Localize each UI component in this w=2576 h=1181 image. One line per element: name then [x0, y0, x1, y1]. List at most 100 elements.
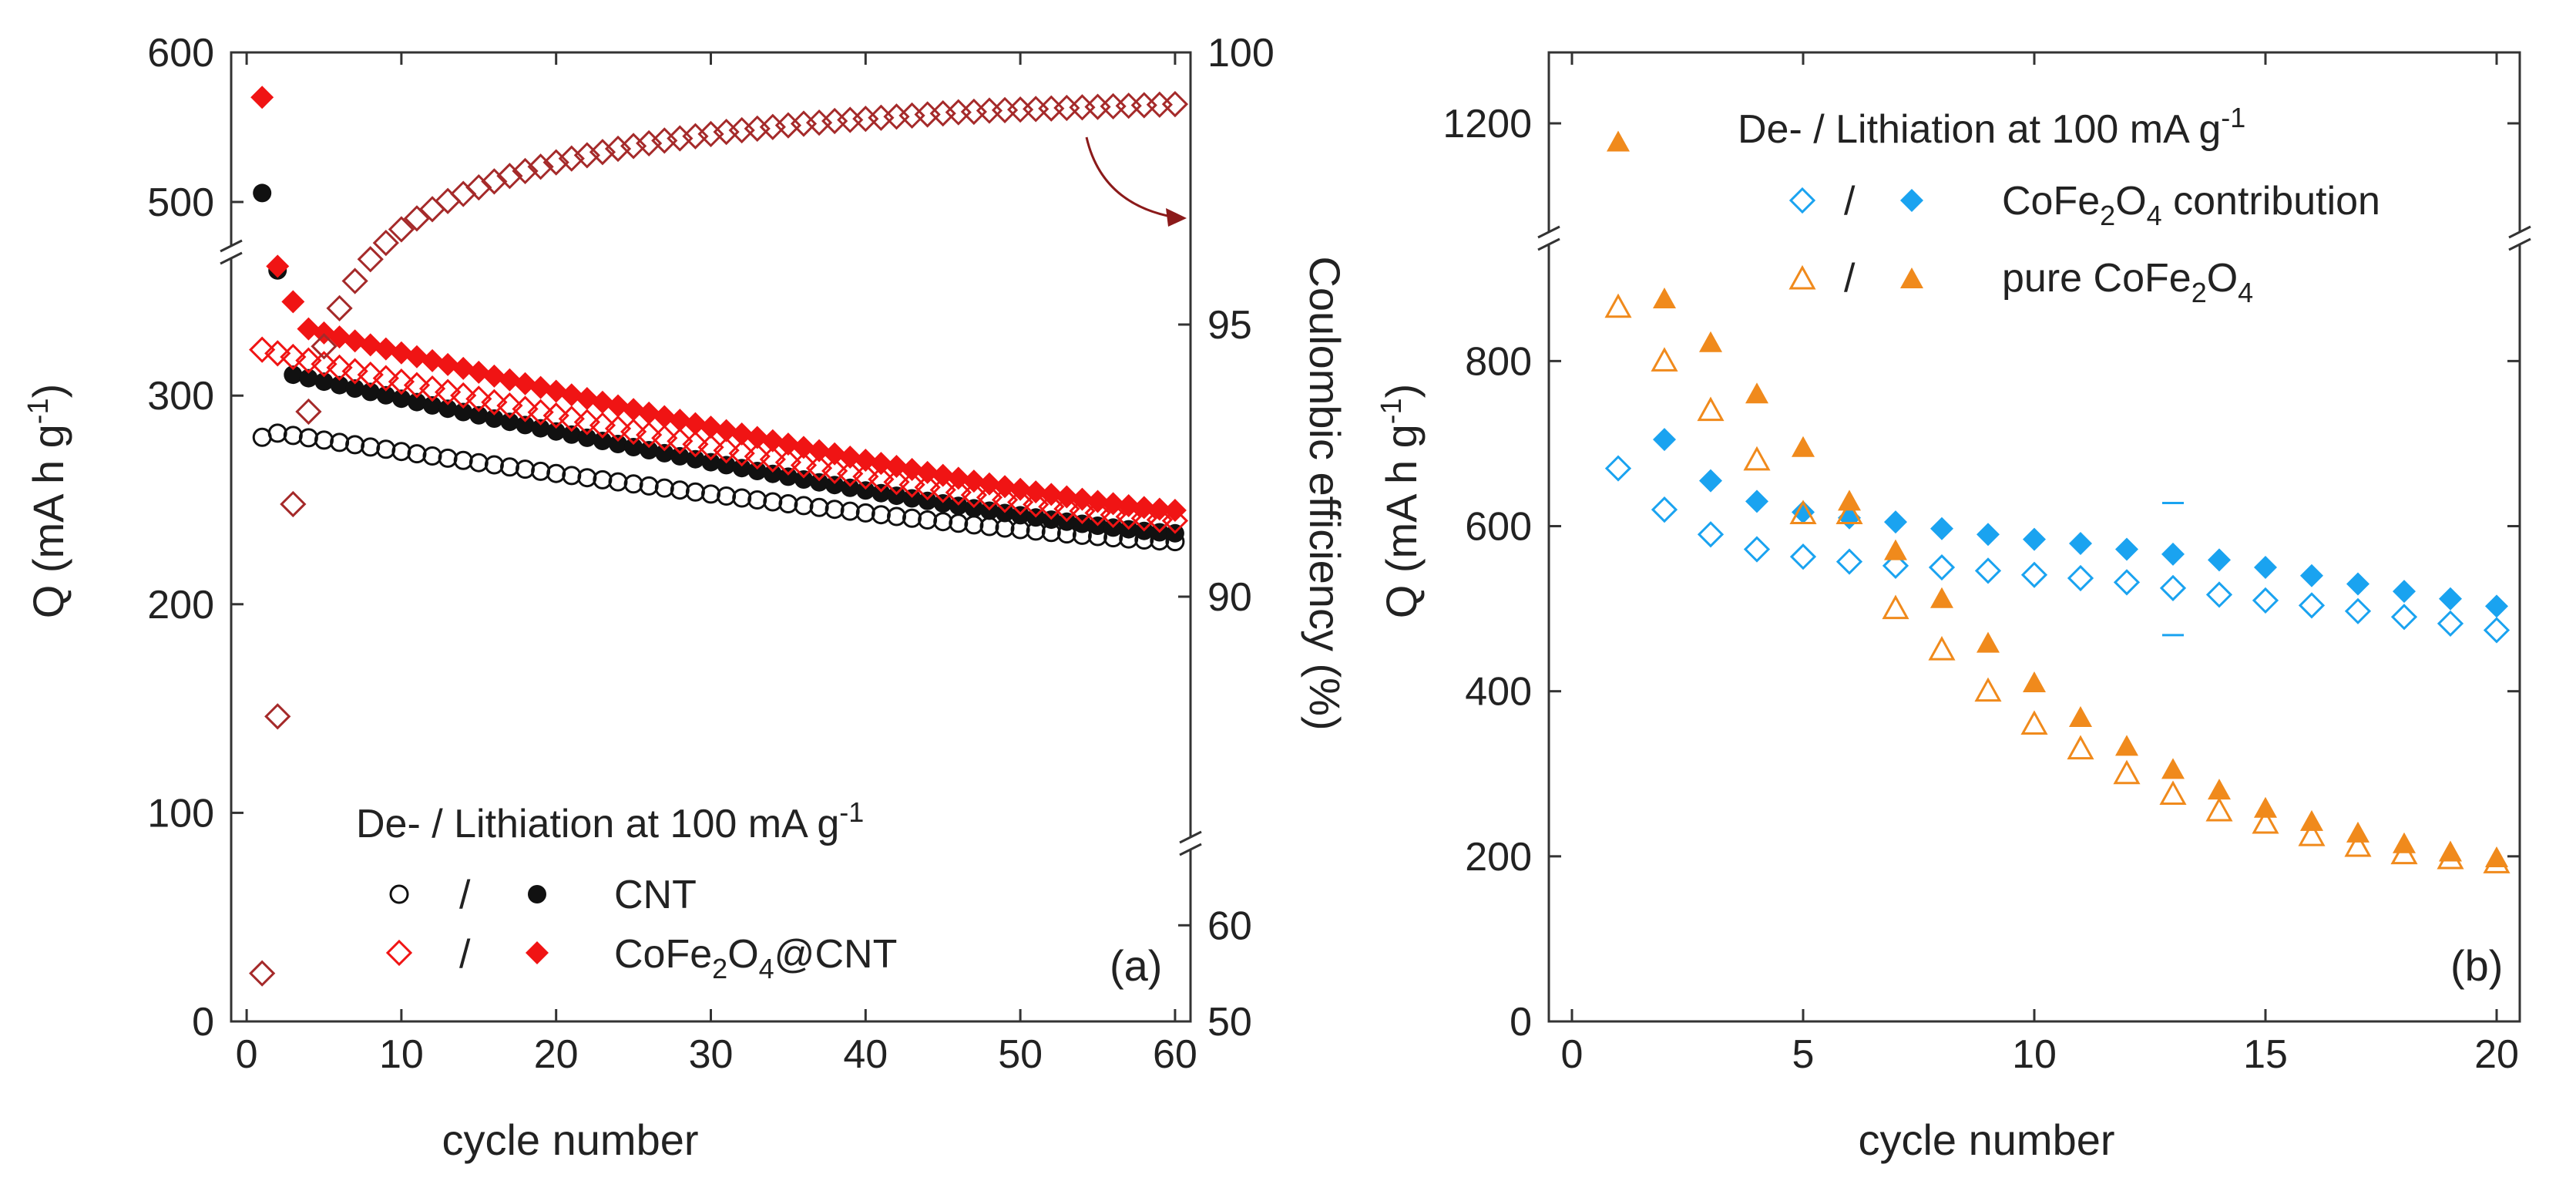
panel-a-point-cofe2o4-cnt-lithiation	[1009, 477, 1033, 501]
panel-a-point-cofe2o4-cnt-lithiation	[761, 429, 784, 453]
panel-b-point-pure-cofe2o4-lithiation	[1607, 130, 1630, 152]
panel-a-y-label-end: )	[24, 384, 72, 399]
panel-a-point-cofe2o4-cnt-delithiation	[326, 354, 353, 382]
panel-b-point-cofe2o4-contribution-delithiation	[2483, 617, 2511, 644]
panel-b-point-cofe2o4-contribution-delithiation	[1882, 552, 1909, 580]
panel-b-y-tick-label: 400	[1465, 670, 1532, 715]
panel-b-point-cofe2o4-contribution-delithiation	[2067, 564, 2094, 592]
panel-a-y-label: Q (mA h g-1)	[22, 384, 72, 619]
legend-cofe-filled-marker	[526, 941, 549, 964]
panel-a-point-cofe2o4-cnt-delithiation	[1069, 497, 1096, 524]
panel-a-point-cofe2o4-cnt-delithiation	[1023, 491, 1050, 518]
panel-b-point-cofe2o4-contribution-lithiation	[2115, 537, 2138, 561]
panel-a-point-coulombic-efficiency	[388, 216, 415, 243]
panel-b-point-cofe2o4-contribution-lithiation	[2069, 532, 2092, 556]
legend-contribution-open-marker	[1788, 187, 1816, 214]
panel-a-point-cofe2o4-cnt-delithiation	[929, 476, 956, 503]
panel-a-point-cofe2o4-cnt-lithiation	[482, 364, 506, 388]
panel-a-point-coulombic-efficiency	[496, 163, 523, 190]
panel-a-point-cnt-delithiation	[500, 457, 519, 477]
panel-a-point-cnt-lithiation	[872, 483, 891, 503]
panel-b-point-cofe2o4-contribution-lithiation	[1884, 510, 1907, 534]
panel-a-point-cofe2o4-cnt-lithiation	[1117, 493, 1140, 517]
panel-a-point-cofe2o4-cnt-lithiation	[885, 455, 908, 479]
panel-b-point-pure-cofe2o4-delithiation	[2159, 780, 2187, 806]
panel-a-point-cofe2o4-cnt-delithiation	[1100, 501, 1127, 529]
panel-b-point-pure-cofe2o4-lithiation	[1792, 436, 1815, 457]
panel-b-point-cofe2o4-contribution-delithiation	[1743, 536, 1771, 563]
panel-b-left-break-1	[1537, 225, 1560, 239]
panel-a-point-cofe2o4-cnt-lithiation	[745, 426, 769, 449]
panel-a-point-cnt-delithiation	[654, 478, 674, 498]
panel-a-point-coulombic-efficiency	[357, 246, 384, 273]
panel-b-point-cofe2o4-contribution-lithiation	[1745, 490, 1768, 513]
panel-a-y2-tick-label: 90	[1207, 575, 1252, 620]
panel-a-point-cofe2o4-cnt-lithiation	[513, 372, 537, 395]
panel-a-point-cofe2o4-cnt-lithiation	[281, 290, 305, 314]
panel-a-legend-title-sup: -1	[839, 796, 864, 828]
panel-a-y2-tick-label: 50	[1207, 1000, 1252, 1045]
panel-a-point-cnt-delithiation	[778, 494, 798, 513]
panel-a-right-break-1	[1179, 830, 1202, 844]
panel-b-y-label-end: )	[1377, 384, 1426, 399]
panel-a-point-cofe2o4-cnt-delithiation	[821, 457, 848, 485]
panel-a-point-cnt-delithiation	[855, 503, 875, 523]
panel-a-point-cofe2o4-cnt-lithiation	[266, 254, 290, 278]
legend-cofe-label-sub2: 4	[759, 953, 774, 984]
panel-b-point-pure-cofe2o4-lithiation	[2393, 832, 2416, 853]
panel-b-legend: De- / Lithiation at 100 mA g-1 / CoFe2O4…	[1738, 102, 2380, 308]
panel-b-point-cofe2o4-contribution-delithiation	[2437, 610, 2464, 637]
panel-b-point-cofe2o4-contribution-delithiation	[2205, 581, 2233, 608]
panel-b-x-tick-label: 0	[1561, 1032, 1584, 1077]
panel-a-point-cofe2o4-cnt-lithiation	[544, 379, 568, 403]
panel-a-point-cofe2o4-cnt-delithiation	[512, 395, 539, 422]
panel-b-point-cofe2o4-contribution-delithiation	[2390, 604, 2418, 631]
panel-b-point-pure-cofe2o4-lithiation	[1745, 382, 1768, 404]
legend-cofe-label-pre: CoFe	[614, 932, 712, 977]
panel-b-point-cofe2o4-contribution-lithiation	[2300, 564, 2323, 587]
panel-a-point-coulombic-efficiency	[1161, 90, 1189, 118]
panel-a-point-cnt-lithiation	[918, 491, 937, 510]
panel-a-point-cofe2o4-cnt-delithiation	[790, 452, 818, 479]
panel-b-point-cofe2o4-contribution-delithiation	[2344, 597, 2372, 624]
panel-b-point-cofe2o4-contribution-lithiation	[2208, 548, 2231, 572]
panel-a-point-cofe2o4-cnt-lithiation	[714, 419, 738, 442]
panel-a-point-cofe2o4-cnt-delithiation	[403, 372, 431, 399]
panel-a-y-label-main: Q (mA h g	[24, 424, 72, 618]
panel-a-point-cnt-lithiation	[376, 385, 395, 405]
panel-a-point-cnt-lithiation	[778, 467, 798, 486]
panel-a-point-cnt-lithiation	[902, 489, 922, 508]
panel-b-point-cofe2o4-contribution-delithiation	[1604, 455, 1632, 482]
legend-contribution-filled-marker	[1900, 189, 1923, 212]
panel-a-point-cnt-delithiation	[685, 482, 705, 502]
panel-a-point-cnt-lithiation	[438, 399, 458, 419]
panel-a-point-cnt-lithiation	[531, 419, 550, 438]
legend-contribution-slash: /	[1844, 179, 1856, 224]
panel-a-point-cnt-delithiation	[732, 488, 752, 508]
panel-a-point-cofe2o4-cnt-lithiation	[498, 368, 522, 392]
panel-a-point-coulombic-efficiency	[341, 267, 368, 294]
panel-a: 0 10 20 30 40 50 60010020030050060050609095100…	[22, 31, 1349, 1164]
panel-a-point-cofe2o4-cnt-delithiation	[1053, 495, 1080, 523]
panel-a-point-cofe2o4-cnt-lithiation	[1163, 499, 1187, 523]
panel-a-point-cnt-delithiation	[608, 472, 628, 492]
panel-b-point-pure-cofe2o4-lithiation	[2208, 779, 2231, 800]
panel-a-point-coulombic-efficiency	[527, 153, 554, 180]
panel-a-point-cofe2o4-cnt-lithiation	[606, 394, 630, 418]
panel-a-point-cnt-delithiation	[717, 486, 737, 506]
panel-a-point-cnt-lithiation	[701, 453, 720, 472]
panel-b-point-cofe2o4-contribution-lithiation	[1699, 469, 1722, 493]
legend-pure-slash: /	[1844, 256, 1856, 301]
panel-a-point-cnt-lithiation	[469, 405, 489, 425]
panel-a-point-cofe2o4-cnt-delithiation	[636, 422, 663, 449]
panel-b-legend-title-main: De- / Lithiation at 100 mA g	[1738, 107, 2221, 152]
panel-a-point-cnt-delithiation	[516, 459, 535, 479]
panel-a-y2-label: Coulombic efficiency (%)	[1301, 256, 1349, 730]
panel-b-point-pure-cofe2o4-lithiation	[2346, 821, 2369, 843]
panel-b-right-break-2	[2508, 237, 2531, 251]
panel-b-point-pure-cofe2o4-lithiation	[1977, 631, 2000, 653]
panel-a-point-cofe2o4-cnt-lithiation	[1055, 485, 1079, 509]
panel-a-point-cofe2o4-cnt-delithiation	[249, 336, 276, 363]
panel-a-y2-tick-label: 95	[1207, 303, 1252, 348]
